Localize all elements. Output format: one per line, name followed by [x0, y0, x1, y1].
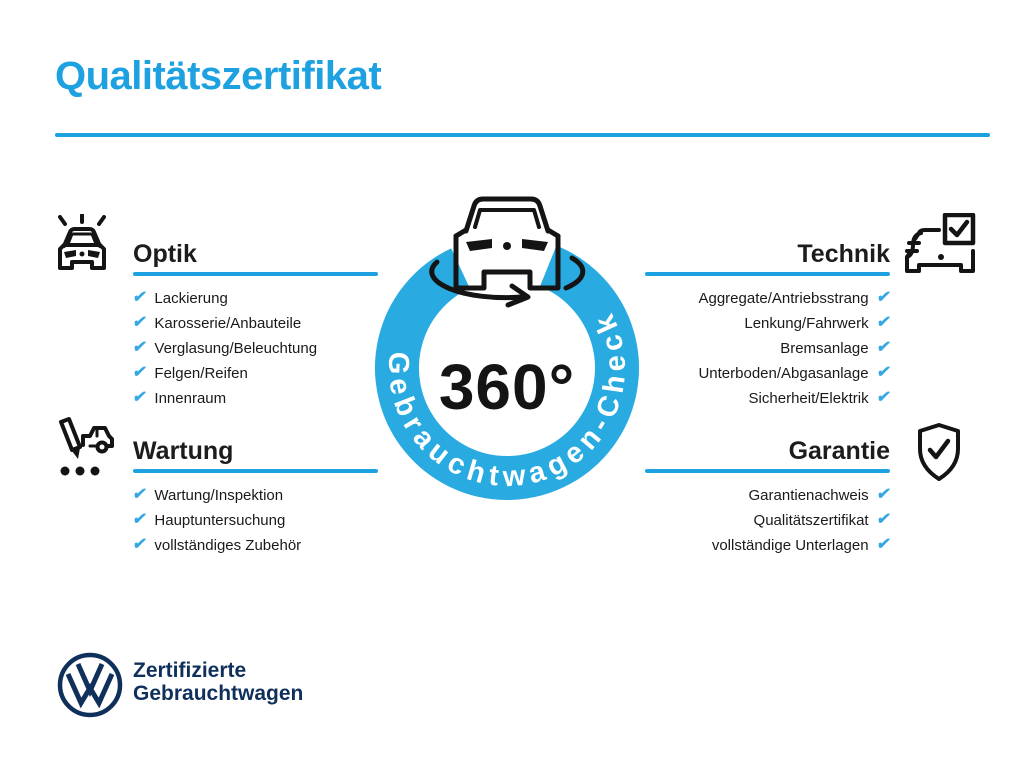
list-item-label: Unterboden/Abgasanlage — [698, 364, 869, 382]
list-item-label: Felgen/Reifen — [154, 364, 248, 382]
check-icon — [132, 365, 148, 381]
check-icon — [132, 512, 148, 528]
check-icon — [875, 365, 891, 381]
shield-check-icon — [918, 423, 960, 481]
list-item: Garantienachweis — [645, 486, 891, 504]
list-item: Qualitätszertifikat — [645, 511, 891, 529]
page-title: Qualitätszertifikat — [55, 54, 382, 98]
list-item-label: Bremsanlage — [780, 339, 869, 357]
section-underline — [133, 469, 378, 473]
checklist-technik: Aggregate/Antriebsstrang Lenkung/Fahrwer… — [645, 289, 891, 407]
check-icon — [875, 537, 891, 553]
checklist-optik: Lackierung Karosserie/Anbauteile Verglas… — [132, 289, 378, 407]
list-item-label: Qualitätszertifikat — [753, 511, 869, 529]
list-item-label: Verglasung/Beleuchtung — [154, 339, 318, 357]
list-item: Wartung/Inspektion — [132, 486, 378, 504]
list-item: Verglasung/Beleuchtung — [132, 339, 378, 357]
section-underline — [645, 469, 890, 473]
section-wartung: Wartung Wartung/Inspektion Hauptuntersuc… — [132, 436, 378, 554]
check-icon — [875, 512, 891, 528]
badge-ring — [375, 245, 639, 500]
list-item: vollständiges Zubehör — [132, 536, 378, 554]
list-item: Unterboden/Abgasanlage — [645, 364, 891, 382]
check-icon — [132, 340, 148, 356]
car-front-rotate-icon — [429, 196, 586, 308]
list-item-label: vollständiges Zubehör — [154, 536, 302, 554]
check-icon — [132, 290, 148, 306]
list-item-label: vollständige Unterlagen — [711, 536, 869, 554]
check-icon — [132, 315, 148, 331]
list-item-label: Lackierung — [154, 289, 228, 307]
list-item: Aggregate/Antriebsstrang — [645, 289, 891, 307]
checklist-garantie: Garantienachweis Qualitätszertifikat vol… — [645, 486, 891, 554]
list-item-label: Hauptuntersuchung — [154, 511, 286, 529]
360-check-badge: Gebrauchtwagen-Check 360° — [375, 196, 639, 500]
section-underline — [133, 272, 378, 276]
list-item-label: Lenkung/Fahrwerk — [744, 314, 869, 332]
check-icon — [875, 487, 891, 503]
check-icon — [875, 340, 891, 356]
list-item-label: Sicherheit/Elektrik — [748, 389, 869, 407]
check-icon — [875, 315, 891, 331]
check-icon — [132, 390, 148, 406]
section-optik: Optik Lackierung Karosserie/Anbauteile V… — [132, 239, 378, 407]
list-item-label: Karosserie/Anbauteile — [154, 314, 302, 332]
brand-text: Zertifizierte Gebrauchtwagen — [133, 659, 303, 705]
check-icon — [132, 487, 148, 503]
section-underline — [645, 272, 890, 276]
list-item: Bremsanlage — [645, 339, 891, 357]
brand-line1: Zertifizierte — [133, 659, 247, 682]
vw-logo — [57, 652, 123, 718]
list-item: Sicherheit/Elektrik — [645, 389, 891, 407]
car-shine-icon — [58, 214, 106, 270]
checklist-wartung: Wartung/Inspektion Hauptuntersuchung vol… — [132, 486, 378, 554]
pencil-car-checklist-icon — [59, 417, 114, 476]
section-title-garantie: Garantie — [788, 437, 890, 465]
check-icon — [875, 290, 891, 306]
list-item: Lackierung — [132, 289, 378, 307]
check-icon — [875, 390, 891, 406]
section-technik: Technik Aggregate/Antriebsstrang Lenkung… — [645, 239, 891, 407]
list-item-label: Innenraum — [154, 389, 227, 407]
list-item: Lenkung/Fahrwerk — [645, 314, 891, 332]
brand-line2: Gebrauchtwagen — [133, 682, 304, 705]
list-item: Hauptuntersuchung — [132, 511, 378, 529]
title-divider — [55, 133, 990, 137]
list-item-label: Wartung/Inspektion — [154, 486, 284, 504]
section-garantie: Garantie Garantienachweis Qualitätszerti… — [645, 436, 891, 554]
list-item: Karosserie/Anbauteile — [132, 314, 378, 332]
list-item: Innenraum — [132, 389, 378, 407]
degree-label: 360° — [439, 351, 575, 423]
list-item: Felgen/Reifen — [132, 364, 378, 382]
car-checkbox-icon — [905, 213, 976, 273]
list-item-label: Aggregate/Antriebsstrang — [698, 289, 869, 307]
list-item-label: Garantienachweis — [748, 486, 869, 504]
section-title-optik: Optik — [133, 240, 197, 268]
list-item: vollständige Unterlagen — [645, 536, 891, 554]
check-icon — [132, 537, 148, 553]
section-title-technik: Technik — [797, 240, 890, 268]
section-title-wartung: Wartung — [133, 437, 234, 465]
